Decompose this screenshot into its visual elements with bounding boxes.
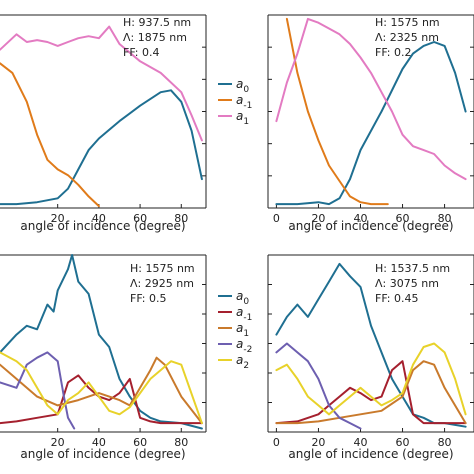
parameter-annotation: FF: 0.5 [130,292,167,305]
x-tick-label: 0 [273,436,280,449]
series-line-a1 [275,360,467,425]
parameter-annotation: Λ: 2925 nm [130,277,194,290]
x-tick-label: 40 [92,436,106,449]
x-tick-label: 80 [174,436,188,449]
series-line-a1 [0,356,203,425]
parameter-annotation: H: 1575 nm [130,262,195,275]
x-axis-label: angle of incidence (degree) [288,447,453,461]
x-tick-label: 40 [353,212,367,225]
parameter-annotation: Λ: 3075 nm [375,277,439,290]
series-line-a1 [0,25,203,142]
series-line-a2 [275,342,467,416]
x-tick-label: 60 [396,212,410,225]
series-line-a-1 [285,17,389,206]
series-line-a-1 [0,62,100,208]
legend-entry: a1 [236,109,249,127]
legend-entry: a2 [236,353,249,371]
x-tick-label: 20 [51,436,65,449]
series-line-a2 [0,351,203,425]
parameter-annotation: H: 937.5 nm [123,16,191,29]
series-line-a-2 [0,351,76,430]
x-tick-label: 40 [353,436,367,449]
x-tick-label: 80 [438,212,452,225]
parameter-annotation: Λ: 2325 nm [375,31,439,44]
x-tick-label: 0 [273,212,280,225]
parameter-annotation: H: 1537.5 nm [375,262,450,275]
x-tick-label: 60 [133,436,147,449]
x-tick-label: 20 [311,212,325,225]
x-tick-label: 80 [174,212,188,225]
series-line-a0 [0,254,203,430]
series-line-a-2 [275,342,362,430]
x-tick-label: 20 [311,436,325,449]
x-tick-label: 60 [396,436,410,449]
series-line-a-1 [0,374,203,425]
x-tick-label: 20 [51,212,65,225]
series-line-a0 [275,41,467,206]
x-tick-label: 40 [92,212,106,225]
x-tick-label: 60 [133,212,147,225]
x-axis-label: angle of incidence (degree) [20,447,185,461]
parameter-annotation: Λ: 1875 nm [123,31,187,44]
parameter-annotation: FF: 0.2 [375,46,412,59]
x-tick-label: 80 [438,436,452,449]
series-line-a1 [275,17,467,181]
parameter-annotation: FF: 0.4 [123,46,160,59]
parameter-annotation: FF: 0.45 [375,292,419,305]
parameter-annotation: H: 1575 nm [375,16,440,29]
x-axis-label: angle of incidence (degree) [288,219,453,233]
series-line-a-1 [275,360,467,425]
series-line-a0 [0,89,203,206]
x-axis-label: angle of incidence (degree) [20,219,185,233]
